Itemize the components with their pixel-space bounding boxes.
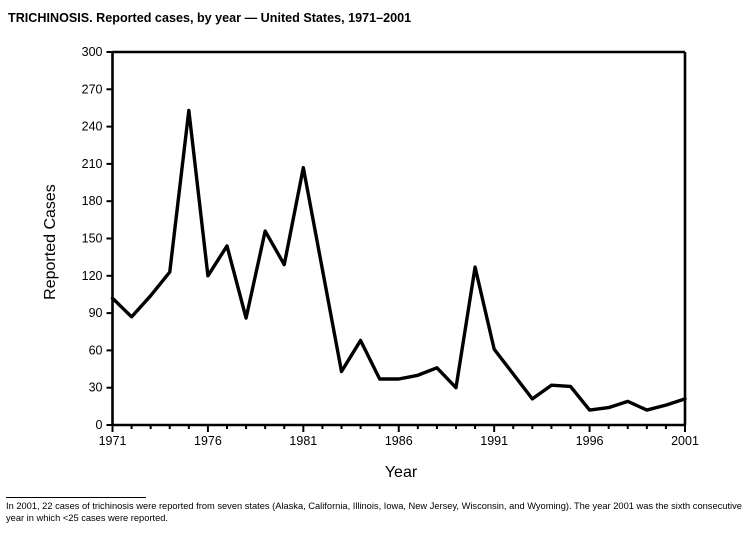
- svg-text:1976: 1976: [194, 434, 222, 448]
- svg-text:240: 240: [82, 120, 103, 134]
- svg-text:60: 60: [89, 343, 103, 357]
- svg-text:1986: 1986: [385, 434, 413, 448]
- svg-text:150: 150: [82, 232, 103, 246]
- svg-text:2001: 2001: [671, 434, 699, 448]
- svg-text:1996: 1996: [576, 434, 604, 448]
- svg-text:300: 300: [82, 45, 103, 59]
- svg-text:1991: 1991: [480, 434, 508, 448]
- svg-text:270: 270: [82, 82, 103, 96]
- svg-text:210: 210: [82, 157, 103, 171]
- svg-text:1981: 1981: [289, 434, 317, 448]
- svg-text:1971: 1971: [99, 434, 127, 448]
- svg-text:180: 180: [82, 194, 103, 208]
- svg-text:120: 120: [82, 269, 103, 283]
- svg-text:90: 90: [89, 306, 103, 320]
- svg-text:30: 30: [89, 381, 103, 395]
- svg-text:0: 0: [96, 418, 103, 432]
